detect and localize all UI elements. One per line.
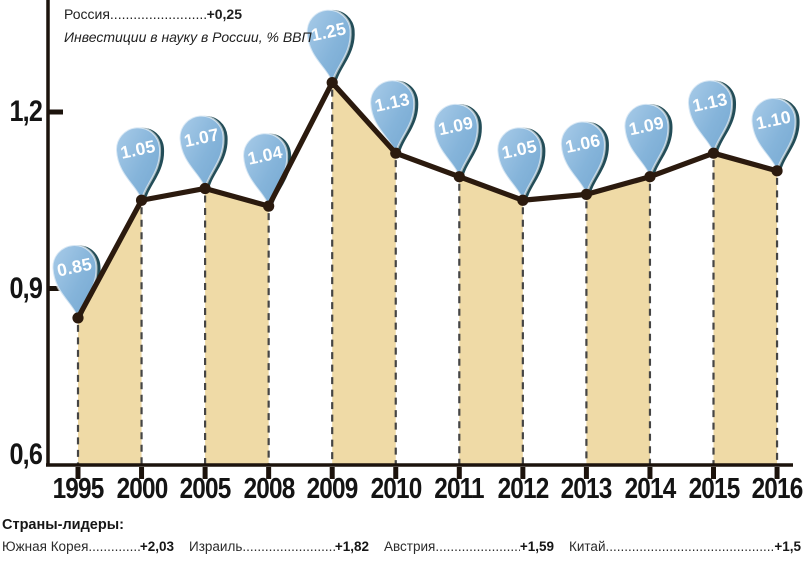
y-axis-tick-label: 1,2 (9, 95, 43, 128)
leader-dot-leader: ........................................… (605, 539, 775, 554)
x-axis-year-label: 2010 (370, 473, 422, 505)
data-pin: 1.09 (623, 102, 673, 181)
data-pin: 1.10 (750, 97, 800, 175)
data-point-dot (72, 312, 84, 324)
leader-dot-leader: ........................................… (88, 539, 139, 554)
x-axis-year-label: 2000 (116, 473, 168, 505)
pin-balloon-shape (369, 79, 416, 157)
pin-balloon-shape (686, 79, 733, 157)
pin-balloon-shape (178, 114, 225, 192)
data-point-dot (517, 194, 529, 206)
data-pin: 1.05 (496, 126, 546, 204)
data-point-dot (580, 188, 593, 200)
x-axis-year-label: 2005 (179, 473, 232, 505)
leader-country-value: +1,59 (519, 539, 554, 554)
data-pin: 1.13 (369, 79, 419, 157)
data-pin: 1.07 (178, 114, 228, 192)
leader-country-label: Южная Корея (2, 539, 89, 554)
pin-balloon-shape (623, 102, 670, 181)
x-axis-year-label: 1995 (52, 473, 105, 505)
data-point-dot (644, 171, 656, 183)
data-pin: 1.25 (305, 8, 355, 86)
leaders-footer: Страны-лидеры: Южная Корея .............… (2, 517, 803, 554)
chart-subtitle: Инвестиции в науку в России, % ВВП (64, 29, 312, 45)
leaders-title: Страны-лидеры: (2, 517, 124, 533)
chart-header: Россия .................................… (64, 6, 312, 45)
leader-country-value: +1,82 (334, 539, 369, 554)
y-axis-tick-label: 0,9 (9, 271, 43, 305)
pin-balloon-shape (115, 126, 161, 204)
header-country-line: Россия .................................… (64, 6, 242, 22)
data-pin: 1.13 (686, 79, 736, 157)
leader-country-label: Австрия (384, 539, 436, 554)
header-dot-leader: ........................................… (109, 6, 207, 22)
data-point-dot (707, 147, 720, 159)
data-point-dot (199, 182, 211, 195)
leader-country-value: +2,03 (139, 539, 174, 554)
header-country-label: Россия (64, 6, 110, 22)
data-point-dot (326, 76, 338, 89)
data-point-dot (263, 200, 275, 212)
area-fill-segment (78, 200, 142, 465)
pin-balloon-shape (750, 97, 797, 175)
x-axis-year-label: 2013 (560, 473, 613, 505)
leader-country-value: +1,5 (774, 539, 801, 554)
x-axis-year-label: 2011 (434, 473, 485, 505)
leaders-row: Южная Корея ............................… (2, 539, 803, 554)
leader-entry-china: Китай ..................................… (569, 539, 801, 554)
pin-balloon-shape (559, 120, 606, 198)
x-axis-year-label: 2008 (243, 473, 295, 505)
leader-country-label: Израиль (189, 539, 243, 554)
data-pin: 1.06 (559, 120, 609, 198)
data-point-dot (135, 194, 148, 206)
area-fill-segment (205, 188, 269, 465)
pin-balloon-shape (432, 102, 479, 181)
data-point-dot (771, 165, 783, 177)
header-country-value: +0,25 (206, 6, 242, 22)
leader-dot-leader: ........................................… (242, 539, 334, 554)
leader-dot-leader: ........................................… (435, 539, 520, 554)
data-point-dot (453, 171, 465, 183)
pin-balloon-shape (305, 8, 352, 86)
area-fill-segment (459, 176, 523, 465)
area-fill-segment (332, 82, 396, 465)
x-axis-year-label: 2014 (624, 473, 677, 505)
x-axis-year-label: 2009 (306, 473, 359, 505)
leader-entry-austria: Австрия ................................… (384, 539, 554, 554)
leader-country-label: Китай (569, 539, 606, 554)
x-axis-year-label: 2012 (497, 473, 549, 505)
leader-entry-israel: Израиль ................................… (189, 539, 369, 554)
data-pin: 1.09 (432, 102, 482, 181)
data-pin: 1.05 (115, 126, 164, 204)
area-fill-segment (586, 176, 650, 465)
area-fill-segment (713, 153, 778, 465)
x-axis-year-label: 2015 (688, 473, 740, 505)
data-point-dot (390, 147, 402, 159)
x-axis-year-label: 2016 (751, 473, 804, 505)
trend-line (75, 79, 778, 320)
pin-balloon-shape (496, 126, 543, 204)
y-axis-tick-label: 0,6 (9, 438, 43, 471)
leader-entry-south-korea: Южная Корея ............................… (2, 539, 174, 554)
